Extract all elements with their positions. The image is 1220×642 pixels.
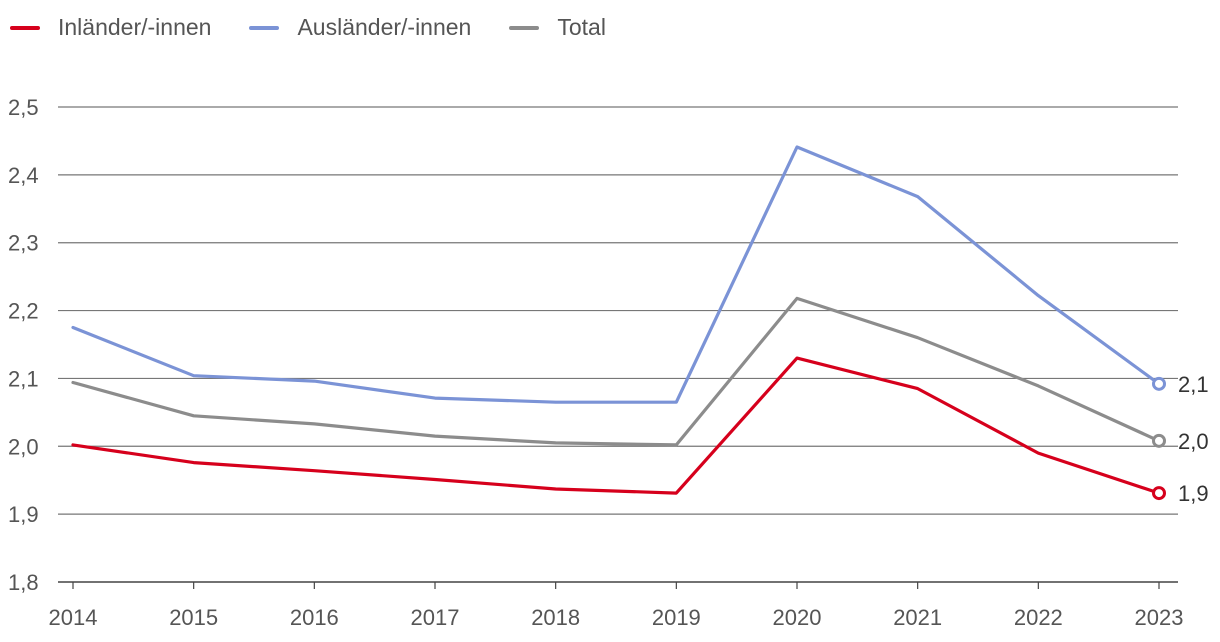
y-tick-label: 2,4: [8, 163, 39, 188]
legend-swatch-auslaender: [249, 25, 280, 30]
y-tick-label: 1,9: [8, 502, 39, 527]
end-label-1: 2,1: [1178, 372, 1209, 397]
x-tick-label: 2014: [49, 605, 98, 630]
legend-item-auslaender[interactable]: Ausländer/-innen: [249, 14, 471, 41]
x-tick-label: 2022: [1014, 605, 1063, 630]
legend-swatch-inlaender: [10, 25, 40, 30]
legend-label-auslaender: Ausländer/-innen: [297, 14, 472, 40]
chart-legend: Inländer/-innen Ausländer/-innen Total: [10, 14, 644, 41]
end-label-0: 1,9: [1178, 481, 1209, 506]
x-tick-label: 2016: [290, 605, 339, 630]
x-tick-label: 2020: [773, 605, 822, 630]
end-marker-2: [1152, 433, 1166, 448]
y-tick-label: 2,5: [8, 95, 39, 120]
x-tick-label: 2023: [1135, 605, 1184, 630]
x-tick-label: 2019: [652, 605, 701, 630]
legend-swatch-total: [509, 25, 540, 30]
series-line-2: [71, 296, 1161, 447]
y-tick-label: 2,1: [8, 366, 39, 391]
y-tick-label: 2,3: [8, 231, 39, 256]
y-tick-label: 2,0: [8, 434, 39, 459]
legend-item-inlaender[interactable]: Inländer/-innen: [10, 14, 211, 41]
legend-item-total[interactable]: Total: [509, 14, 606, 41]
legend-label-total: Total: [557, 14, 606, 40]
y-tick-label: 2,2: [8, 299, 39, 324]
end-marker-0: [1152, 486, 1166, 501]
end-label-2: 2,0: [1178, 429, 1209, 454]
series-line-1: [71, 145, 1161, 404]
x-tick-label: 2017: [411, 605, 460, 630]
x-tick-label: 2021: [893, 605, 942, 630]
x-tick-label: 2018: [531, 605, 580, 630]
legend-label-inlaender: Inländer/-innen: [58, 14, 212, 40]
y-tick-label: 1,8: [8, 570, 39, 595]
end-marker-1: [1152, 376, 1166, 391]
series-line-0: [71, 356, 1161, 495]
x-tick-label: 2015: [169, 605, 218, 630]
